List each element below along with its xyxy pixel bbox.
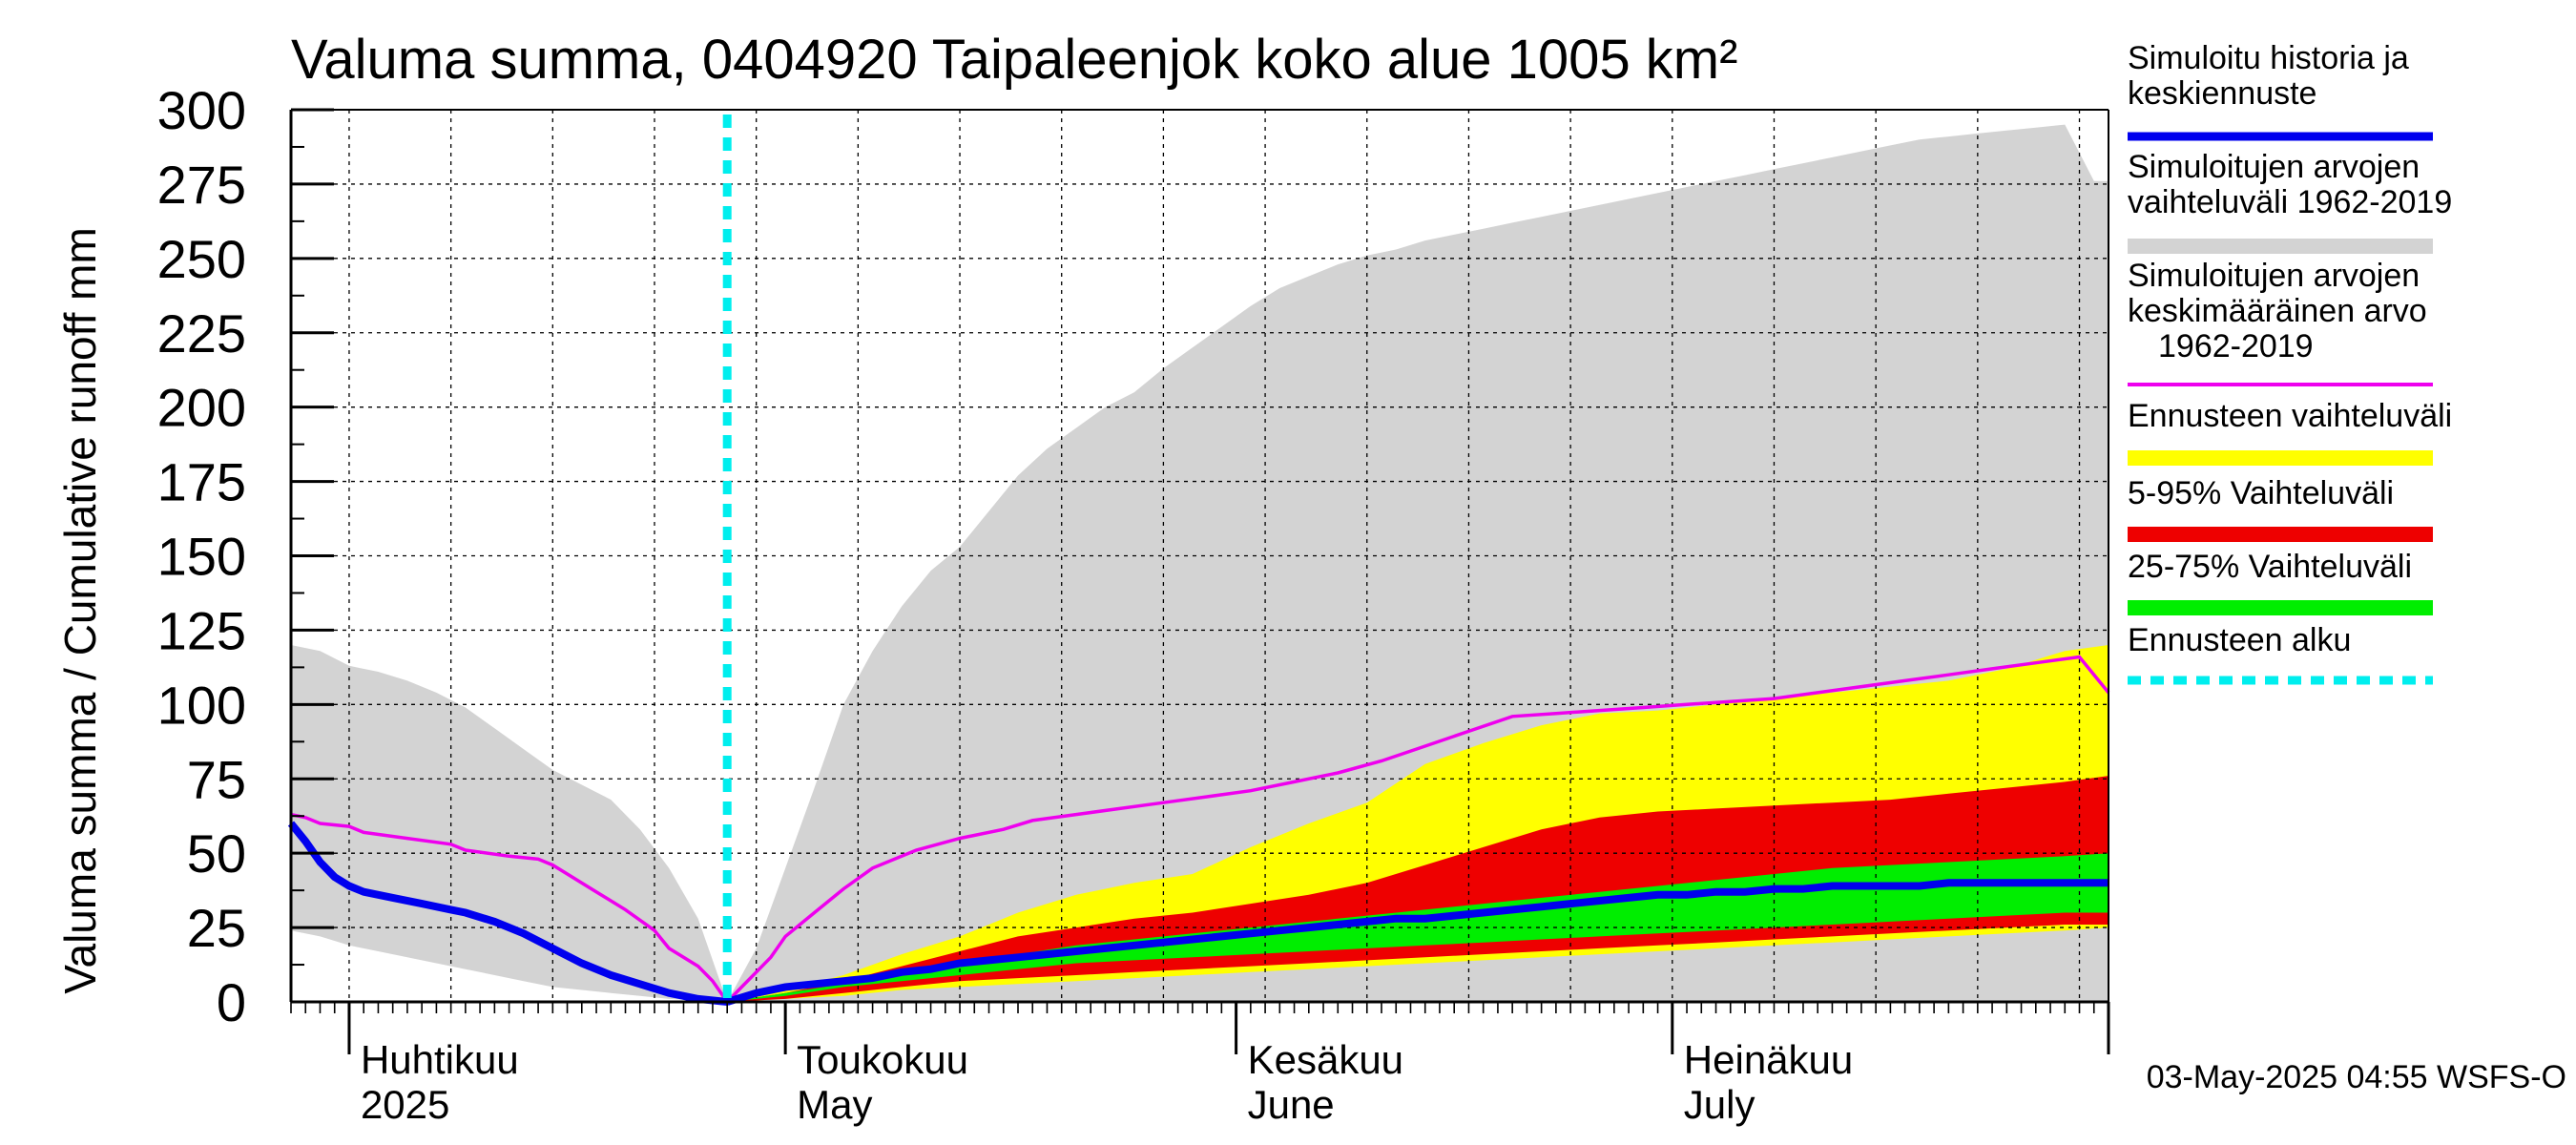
- chart-axes: 0 25 50 75 100 125 150 175 200 225 250 275 300 Huhtik…: [157, 80, 2110, 1127]
- x-month-label-en: May: [797, 1082, 872, 1127]
- legend-swatch: [2128, 239, 2433, 254]
- x-month-label-en: July: [1684, 1082, 1755, 1127]
- y-tick-label: 125: [157, 600, 246, 660]
- historical-mean-line: [290, 655, 2110, 1005]
- timestamp: 03-May-2025 04:55 WSFS-O: [2147, 1059, 2566, 1095]
- legend-item: Simuloitu historia ja keskiennuste: [2128, 40, 2433, 141]
- x-month-label-fi: Kesäkuu: [1248, 1037, 1403, 1082]
- legend-label: Ennusteen alku: [2128, 622, 2351, 658]
- y-tick-label: 100: [157, 675, 246, 735]
- y-tick-label: 275: [157, 155, 246, 215]
- y-tick-label: 175: [157, 452, 246, 512]
- legend-item: Ennusteen alku: [2128, 622, 2433, 685]
- y-tick-label: 200: [157, 378, 246, 438]
- legend-item: 5-95% Vaihteluväli: [2128, 475, 2433, 542]
- chart-lines: [287, 114, 2110, 1006]
- x-month-label-en: 2025: [361, 1082, 449, 1127]
- y-tick-label: 25: [187, 898, 246, 958]
- legend-swatch: [2128, 600, 2433, 615]
- legend-item: Simuloitujen arvojen vaihteluväli 1962-20…: [2128, 149, 2452, 254]
- y-tick-label: 250: [157, 229, 246, 289]
- legend-label: 5-95% Vaihteluväli: [2128, 475, 2394, 511]
- legend-item: 25-75% Vaihteluväli: [2128, 549, 2433, 615]
- y-tick-label: 225: [157, 303, 246, 364]
- y-tick-label: 300: [157, 80, 246, 140]
- legend-item: Simuloitujen arvojen keskimääräinen arvo 1…: [2128, 258, 2433, 386]
- y-tick-label: 75: [187, 749, 246, 809]
- legend-label-line: vaihteluväli 1962-2019: [2128, 184, 2452, 220]
- legend-swatch: [2128, 527, 2433, 542]
- legend-label: Simuloitujen arvojen vaihteluväli 1962-20…: [2128, 149, 2452, 220]
- legend-label-line: Simuloitujen arvojen: [2128, 258, 2420, 294]
- y-tick-label: 150: [157, 527, 246, 587]
- legend-label-line: 1962-2019: [2158, 328, 2314, 364]
- legend-label-line: Simuloitujen arvojen: [2128, 149, 2420, 185]
- legend-item: Ennusteen vaihteluväli: [2128, 398, 2452, 466]
- legend-swatch: [2128, 450, 2433, 466]
- x-month-label-fi: Huhtikuu: [361, 1037, 519, 1082]
- history-line: [287, 821, 728, 1006]
- x-month-label-fi: Heinäkuu: [1684, 1037, 1853, 1082]
- legend-label: Simuloitujen arvojen keskimääräinen arvo 1…: [2128, 258, 2427, 364]
- legend-label: Simuloitu historia ja keskiennuste: [2128, 40, 2409, 112]
- forecast-mean-line: [726, 879, 2109, 1006]
- x-month-label-en: June: [1248, 1082, 1335, 1127]
- legend-label-line: keskimääräinen arvo: [2128, 293, 2427, 329]
- x-month-label-fi: Toukokuu: [797, 1037, 968, 1082]
- legend-label: Ennusteen vaihteluväli: [2128, 398, 2452, 434]
- legend-label-line: Simuloitu historia ja: [2128, 40, 2409, 76]
- chart-title: Valuma summa, 0404920 Taipaleenjok koko …: [291, 29, 1737, 91]
- legend-label-line: keskiennuste: [2128, 75, 2316, 112]
- y-tick-label: 0: [217, 972, 246, 1032]
- p5-95-band: [727, 776, 2109, 1002]
- y-axis-label: Valuma summa / Cumulative runoff mm: [55, 227, 105, 994]
- y-tick-label: 50: [187, 823, 246, 884]
- legend-label: 25-75% Vaihteluväli: [2128, 549, 2412, 585]
- legend: Simuloitu historia ja keskiennusteSimuloi…: [2128, 40, 2452, 685]
